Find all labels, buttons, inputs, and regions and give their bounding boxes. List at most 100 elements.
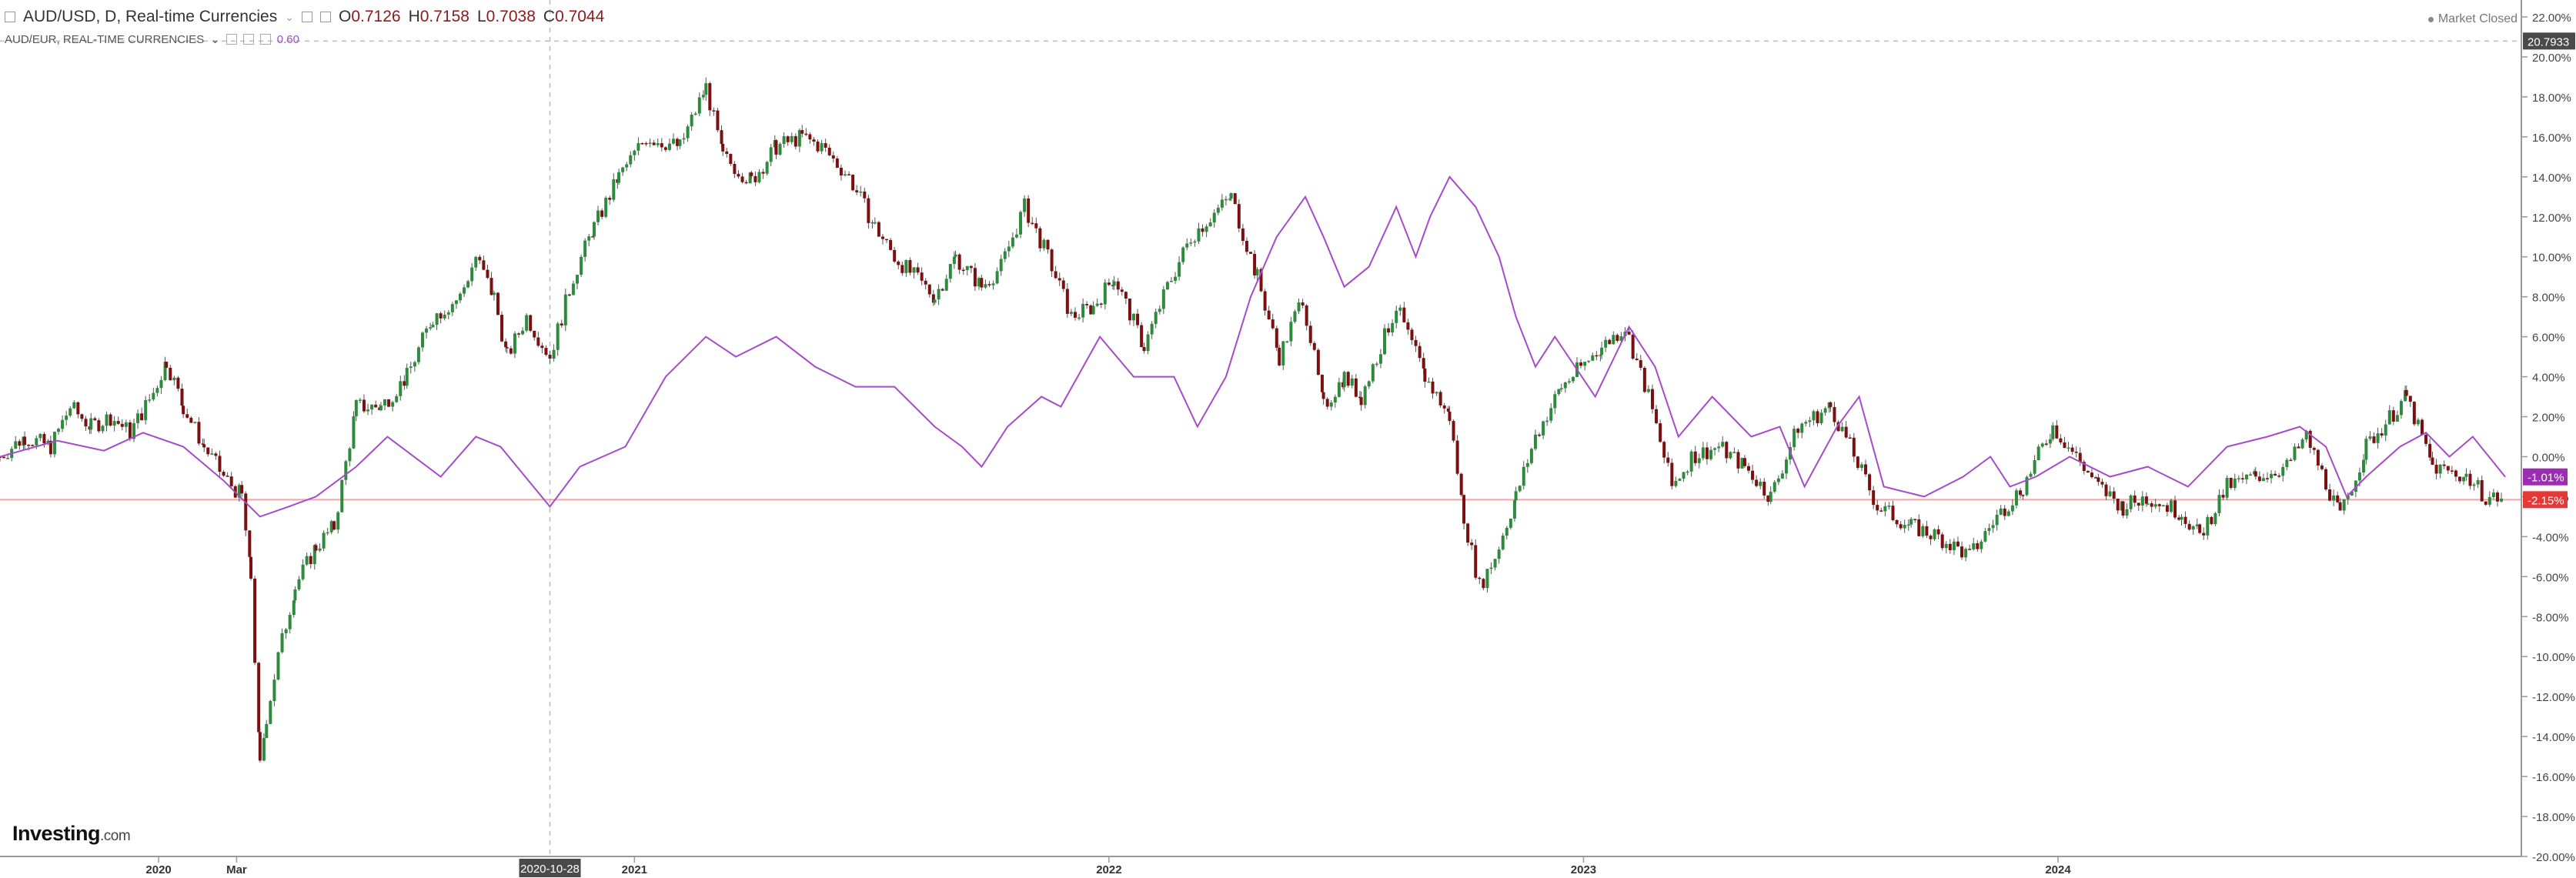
candle-body: [604, 198, 608, 217]
y-tick-label: 22.00%: [2532, 12, 2571, 25]
candle-body: [1350, 378, 1354, 386]
collapse-toggle-icon[interactable]: [5, 12, 15, 22]
chevron-down-icon[interactable]: ⌄: [210, 33, 220, 46]
candle-body: [1518, 486, 1522, 492]
candle-body: [61, 419, 65, 429]
candle-body: [1229, 193, 1233, 199]
candle-body: [2025, 476, 2029, 496]
chevron-down-icon[interactable]: ⌄: [285, 10, 294, 23]
candle-body: [470, 267, 474, 282]
candle-body: [969, 265, 973, 269]
overlay-title[interactable]: AUD/EUR, REAL-TIME CURRENCIES: [5, 32, 205, 46]
candle-body: [1762, 482, 1766, 496]
candle-body: [1466, 523, 1470, 543]
eye-icon[interactable]: [226, 34, 237, 45]
candle-body: [1224, 199, 1228, 201]
candle-body: [790, 135, 794, 142]
candle-body: [1608, 339, 1612, 345]
candle-body: [2010, 505, 2014, 512]
candle-body: [197, 422, 201, 444]
candle-body: [1682, 472, 1686, 479]
candle-body: [563, 294, 567, 325]
candle-body: [1796, 429, 1800, 433]
candle-body: [2161, 505, 2165, 507]
candle-body: [633, 150, 636, 155]
candle-body: [1212, 212, 1216, 223]
candle-body: [1538, 434, 1542, 436]
investing-logo[interactable]: Investing.com: [12, 822, 131, 845]
candle-body: [1003, 251, 1007, 259]
candle-body: [1193, 241, 1197, 243]
candle-body: [1856, 456, 1859, 469]
candle-body: [2003, 508, 2006, 516]
candle-body: [1800, 423, 1804, 433]
candle-body: [965, 265, 969, 271]
symbol-title[interactable]: AUD/USD, D, Real-time Currencies: [23, 8, 278, 25]
candle-body: [2281, 466, 2285, 476]
candle-body: [1921, 526, 1925, 536]
candle-body: [820, 142, 824, 152]
settings-icon[interactable]: [301, 12, 312, 22]
candle-body: [1952, 541, 1956, 551]
candle-body: [280, 633, 284, 653]
candle-body: [2144, 496, 2148, 504]
candle-body: [387, 399, 391, 407]
close-icon[interactable]: [319, 12, 331, 22]
candle-body: [2480, 480, 2484, 502]
candle-body: [999, 259, 1003, 272]
candle-body: [1713, 448, 1717, 450]
x-tick-label: 2022: [1096, 863, 1121, 876]
candle-body: [1099, 303, 1103, 305]
candle-body: [1489, 567, 1493, 569]
candle-body: [2180, 516, 2183, 520]
candle-body: [2274, 473, 2277, 476]
candle-body: [1367, 381, 1371, 387]
candle-body: [1237, 204, 1241, 229]
candle-body: [1493, 559, 1497, 568]
candle-body: [258, 732, 262, 761]
candle-body: [1069, 312, 1073, 314]
candle-body: [2428, 443, 2432, 458]
ohlc-low: L0.7038: [476, 8, 536, 25]
candle-body: [2177, 517, 2181, 520]
candle-body: [180, 389, 184, 406]
candle-body: [1061, 280, 1065, 289]
close-icon[interactable]: [259, 34, 271, 45]
candle-body: [42, 433, 46, 444]
candle-body: [774, 140, 778, 155]
candle-body: [2195, 524, 2199, 526]
candle-body: [2, 456, 6, 459]
candle-body: [2304, 430, 2308, 440]
candle-body: [2320, 465, 2324, 469]
candle-body: [489, 278, 493, 295]
candle-body: [567, 294, 571, 296]
settings-icon[interactable]: [242, 34, 254, 45]
candle-body: [1470, 542, 1474, 546]
candle-body: [686, 126, 690, 139]
candle-body: [253, 578, 257, 663]
candle-body: [1883, 506, 1887, 512]
candle-body: [504, 341, 508, 348]
candle-body: [1559, 388, 1563, 389]
candle-body: [2316, 449, 2320, 466]
candle-body: [1936, 529, 1940, 535]
candle-body: [1980, 541, 1983, 549]
candle-body: [1275, 328, 1278, 348]
candle-body: [924, 280, 927, 285]
candle-body: [309, 556, 312, 565]
candle-body: [1241, 228, 1245, 242]
candle-body: [1689, 451, 1693, 472]
candle-body: [744, 182, 748, 184]
candle-body: [1674, 480, 1678, 486]
candle-body: [2324, 469, 2327, 489]
candle-body: [873, 222, 877, 224]
candle-body: [1197, 228, 1201, 242]
candle-body: [1987, 528, 1991, 532]
candle-body: [1542, 421, 1545, 436]
candle-body: [2446, 466, 2450, 471]
candle-body: [663, 147, 667, 150]
candle-body: [478, 256, 482, 261]
candle-body: [155, 388, 159, 393]
candle-body: [948, 264, 952, 279]
